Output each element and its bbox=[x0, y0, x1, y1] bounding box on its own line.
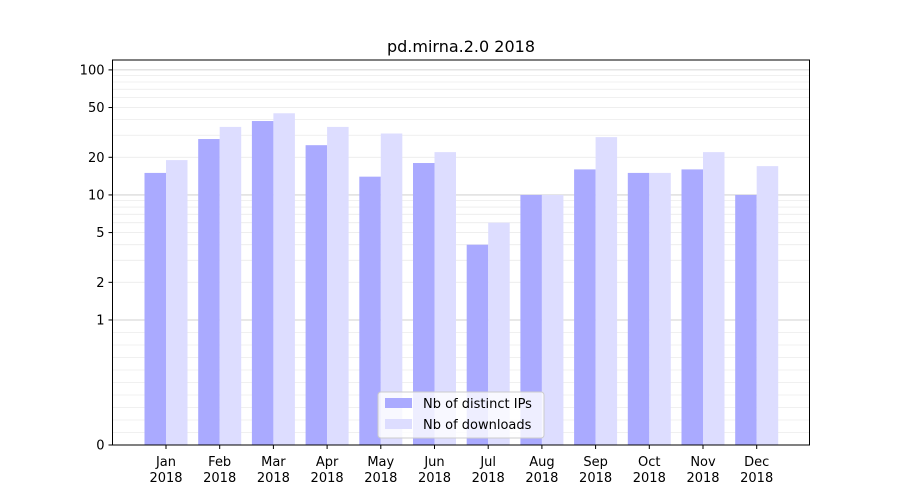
bar-downloads bbox=[434, 152, 456, 445]
legend-label-downloads: Nb of downloads bbox=[423, 418, 532, 433]
bar-distinct-ips bbox=[735, 194, 757, 445]
bar-downloads bbox=[327, 126, 349, 446]
bar-downloads bbox=[595, 137, 618, 445]
bar-downloads bbox=[703, 152, 725, 445]
y-tick-label: 100 bbox=[80, 63, 105, 78]
bar-downloads bbox=[219, 126, 242, 446]
bar-distinct-ips bbox=[251, 121, 274, 446]
x-tick-label-month: May bbox=[367, 455, 394, 470]
x-tick-label-year: 2018 bbox=[686, 471, 719, 486]
x-tick-label-month: Jan bbox=[155, 455, 176, 470]
x-tick-label-year: 2018 bbox=[418, 471, 451, 486]
bar-distinct-ips bbox=[627, 172, 650, 445]
x-tick-label-month: Feb bbox=[208, 455, 231, 470]
legend-swatch-downloads bbox=[385, 419, 412, 429]
x-tick-label-year: 2018 bbox=[472, 471, 505, 486]
x-tick-label-year: 2018 bbox=[633, 471, 666, 486]
chart-title: pd.mirna.2.0 2018 bbox=[387, 37, 535, 56]
x-tick-label-year: 2018 bbox=[740, 471, 773, 486]
bar-distinct-ips bbox=[574, 169, 596, 445]
bar-distinct-ips bbox=[305, 145, 328, 445]
x-tick-label-month: Apr bbox=[316, 455, 339, 470]
x-tick-label-month: Mar bbox=[261, 455, 286, 470]
legend-swatch-distinct-ips bbox=[385, 398, 412, 408]
x-tick-label-year: 2018 bbox=[311, 471, 344, 486]
legend-label-distinct-ips: Nb of distinct IPs bbox=[423, 397, 532, 412]
x-tick-label-year: 2018 bbox=[525, 471, 558, 486]
bar-downloads bbox=[541, 194, 564, 445]
bar-distinct-ips bbox=[681, 169, 703, 445]
bar-distinct-ips bbox=[413, 163, 435, 445]
plot-frame bbox=[112, 59, 810, 446]
bar-distinct-ips bbox=[520, 194, 542, 445]
x-tick-label-year: 2018 bbox=[203, 471, 236, 486]
bar-distinct-ips bbox=[144, 172, 166, 445]
bar-downloads bbox=[380, 133, 403, 445]
bar-distinct-ips bbox=[198, 139, 220, 445]
bars bbox=[144, 113, 779, 446]
x-tick-label-year: 2018 bbox=[257, 471, 290, 486]
x-tick-label-month: Jun bbox=[423, 455, 444, 470]
bar-distinct-ips bbox=[359, 176, 381, 445]
x-axis: Jan2018Feb2018Mar2018Apr2018May2018Jun20… bbox=[149, 445, 773, 486]
bar-downloads bbox=[649, 172, 671, 445]
x-tick-label-month: Jul bbox=[479, 455, 496, 470]
bar-downloads bbox=[166, 160, 188, 445]
y-tick-label: 1 bbox=[96, 313, 104, 328]
y-tick-label: 0 bbox=[96, 439, 104, 454]
x-tick-label-month: Oct bbox=[638, 455, 660, 470]
x-tick-label-year: 2018 bbox=[149, 471, 182, 486]
x-tick-label-month: Sep bbox=[583, 455, 608, 470]
y-tick-label: 50 bbox=[88, 101, 105, 116]
legend-box bbox=[377, 391, 545, 439]
y-tick-label: 20 bbox=[88, 151, 105, 166]
bar-downloads bbox=[273, 113, 295, 445]
x-tick-label-year: 2018 bbox=[364, 471, 397, 486]
y-tick-label: 10 bbox=[88, 188, 105, 203]
bar-downloads bbox=[756, 166, 779, 445]
x-tick-label-month: Dec bbox=[744, 455, 769, 470]
x-tick-label-month: Aug bbox=[529, 455, 554, 470]
y-axis: 0 1 2 5 10 20 50 100 bbox=[80, 63, 113, 454]
legend: Nb of distinct IPs Nb of downloads bbox=[377, 391, 545, 439]
x-tick-label-year: 2018 bbox=[579, 471, 612, 486]
x-tick-label-month: Nov bbox=[690, 455, 716, 470]
bar-downloads bbox=[488, 222, 510, 445]
y-tick-label: 5 bbox=[96, 226, 104, 241]
y-tick-label: 2 bbox=[96, 276, 104, 291]
